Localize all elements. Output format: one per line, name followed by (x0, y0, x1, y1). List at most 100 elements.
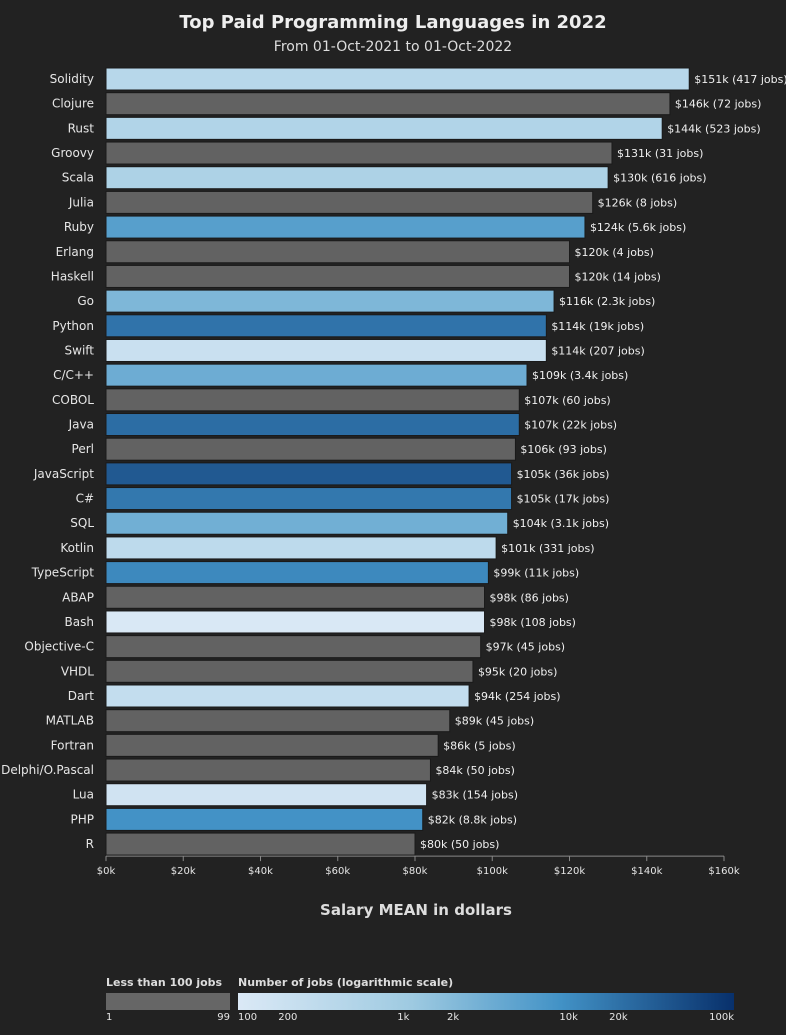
legend-scale-tick-label: 100k (709, 1012, 734, 1023)
bars-group (105, 67, 690, 856)
category-label-solidity: Solidity (50, 72, 94, 86)
category-label-swift: Swift (65, 343, 95, 357)
bar-value-label-objective-c: $97k (45 jobs) (486, 641, 565, 654)
bar-julia (105, 190, 594, 214)
category-label-julia: Julia (68, 195, 94, 209)
bar-java (105, 413, 520, 437)
legend-scale-tick-label: 2k (447, 1012, 459, 1023)
x-tick-label: $80k (403, 866, 428, 877)
bar-value-label-fortran: $86k (5 jobs) (443, 739, 515, 752)
category-label-javascript: JavaScript (33, 467, 94, 481)
category-label-python: Python (52, 319, 94, 333)
bar-kotlin (105, 536, 497, 560)
category-label-haskell: Haskell (51, 269, 94, 283)
bar-dart (105, 684, 470, 708)
x-axis: $0k $20k $40k $60k $80k $100k $120k $140k $160k (97, 855, 740, 877)
legend-scale-tick-label: 1k (397, 1012, 409, 1023)
bar-python (105, 314, 547, 338)
bar-haskell (105, 264, 570, 288)
bar-perl (105, 437, 516, 461)
bar-value-label-clojure: $146k (72 jobs) (675, 98, 761, 111)
category-label-perl: Perl (72, 442, 94, 456)
category-label-ruby: Ruby (64, 220, 94, 234)
legend-scale-tick-label: 200 (278, 1012, 297, 1023)
bar-value-label-python: $114k (19k jobs) (551, 320, 644, 333)
bar-abap (105, 585, 486, 609)
category-label-abap: ABAP (62, 590, 94, 604)
bar-value-labels: $151k (417 jobs) $146k (72 jobs) $144k (52… (420, 73, 786, 851)
legend-scale-ticks: 100 200 1k 2k 10k 20k 100k (238, 1012, 734, 1023)
category-label-matlab: MATLAB (46, 714, 94, 728)
legend-gray-swatch (106, 993, 230, 1010)
legend: Less than 100 jobs 1 99 Number of jobs (… (106, 976, 734, 1023)
bar-lua (105, 783, 428, 807)
bar-rust (105, 116, 663, 140)
x-tick-label: $160k (708, 866, 739, 877)
legend-scale-tick-label: 20k (609, 1012, 628, 1023)
category-label-rust: Rust (68, 121, 95, 135)
bar-fortran (105, 733, 439, 757)
category-label-bash: Bash (65, 615, 94, 629)
bar-sql (105, 511, 509, 535)
bar-scala (105, 166, 609, 190)
bar-value-label-julia: $126k (8 jobs) (598, 196, 677, 209)
category-label-delphi-o-pascal: Delphi/O.Pascal (1, 763, 94, 777)
bar-bash (105, 610, 486, 634)
bar-matlab (105, 709, 451, 733)
category-label-lua: Lua (73, 788, 94, 802)
category-label-c-c: C/C++ (53, 368, 94, 382)
category-label-typescript: TypeScript (31, 566, 95, 580)
bar-value-label-perl: $106k (93 jobs) (520, 443, 606, 456)
bar-value-label-matlab: $89k (45 jobs) (455, 715, 534, 728)
category-label-php: PHP (71, 812, 95, 826)
category-label-fortran: Fortran (51, 738, 94, 752)
bar-objective-c (105, 635, 482, 659)
legend-color-scale (238, 993, 734, 1010)
bar-value-label-rust: $144k (523 jobs) (667, 122, 760, 135)
bar-delphi-o-pascal (105, 758, 431, 782)
legend-gray-min: 1 (106, 1012, 112, 1023)
bar-value-label-vhdl: $95k (20 jobs) (478, 665, 557, 678)
bar-cobol (105, 388, 520, 412)
category-label-kotlin: Kotlin (60, 541, 94, 555)
bar-javascript (105, 462, 513, 486)
bar-value-label-delphi-o-pascal: $84k (50 jobs) (435, 764, 514, 777)
chart-subtitle: From 01-Oct-2021 to 01-Oct-2022 (274, 39, 512, 55)
x-axis-label: Salary MEAN in dollars (320, 901, 512, 919)
bar-value-label-sql: $104k (3.1k jobs) (513, 517, 609, 530)
bar-value-label-swift: $114k (207 jobs) (551, 344, 644, 357)
category-label-objective-c: Objective-C (24, 640, 94, 654)
x-tick-label: $60k (325, 866, 350, 877)
category-label-sql: SQL (70, 516, 94, 530)
bar-value-label-groovy: $131k (31 jobs) (617, 147, 703, 160)
category-label-go: Go (77, 294, 94, 308)
bar-value-label-bash: $98k (108 jobs) (490, 616, 576, 629)
bar-value-label-c-c: $109k (3.4k jobs) (532, 369, 628, 382)
category-label-cobol: COBOL (52, 393, 94, 407)
bar-value-label-solidity: $151k (417 jobs) (694, 73, 786, 86)
bar-value-label-java: $107k (22k jobs) (524, 419, 617, 432)
x-tick-label: $40k (248, 866, 273, 877)
x-tick-label: $20k (171, 866, 196, 877)
bar-c (105, 487, 513, 511)
bar-clojure (105, 92, 671, 116)
bar-value-label-haskell: $120k (14 jobs) (575, 270, 661, 283)
bar-value-label-r: $80k (50 jobs) (420, 838, 499, 851)
category-label-groovy: Groovy (51, 146, 94, 160)
category-label-java: Java (68, 418, 94, 432)
chart-title: Top Paid Programming Languages in 2022 (179, 12, 606, 33)
bar-groovy (105, 141, 613, 165)
category-label-dart: Dart (68, 689, 95, 703)
bar-c-c (105, 363, 528, 387)
bar-value-label-abap: $98k (86 jobs) (490, 591, 569, 604)
legend-scale-tick-label: 10k (559, 1012, 578, 1023)
bar-erlang (105, 240, 570, 264)
bar-ruby (105, 215, 586, 239)
bar-value-label-scala: $130k (616 jobs) (613, 172, 706, 185)
bar-value-label-kotlin: $101k (331 jobs) (501, 542, 594, 555)
bar-value-label-c: $105k (17k jobs) (517, 493, 610, 506)
bar-vhdl (105, 659, 474, 683)
bar-value-label-erlang: $120k (4 jobs) (575, 246, 654, 259)
bar-php (105, 807, 424, 831)
